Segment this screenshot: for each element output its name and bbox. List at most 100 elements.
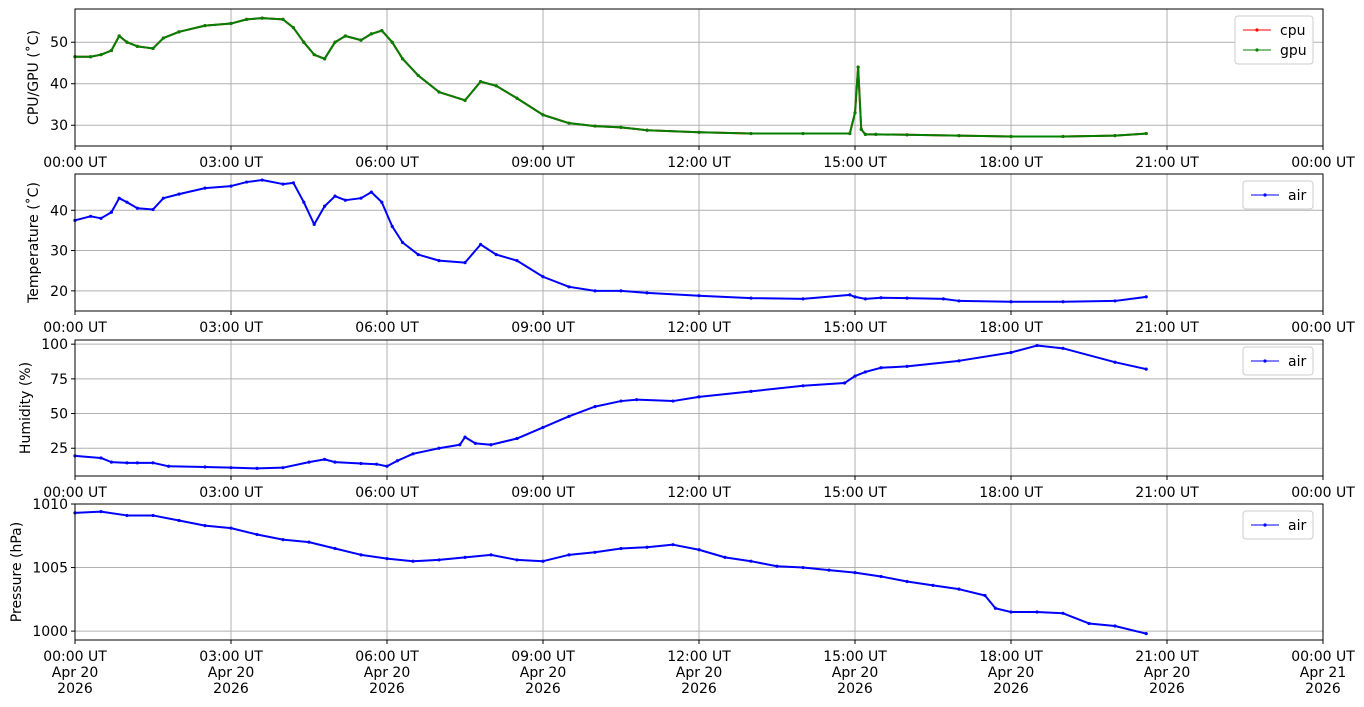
data-point-air bbox=[437, 446, 441, 450]
x-tick-time: 09:00 UT bbox=[511, 485, 575, 501]
data-point-air bbox=[635, 398, 639, 402]
data-point-air bbox=[117, 196, 121, 200]
data-point-air bbox=[161, 196, 165, 200]
data-point-air bbox=[333, 546, 337, 551]
x-tick-time: 12:00 UT bbox=[667, 320, 731, 336]
data-point-air bbox=[593, 289, 597, 293]
data-point-gpu bbox=[390, 40, 394, 44]
data-point-air bbox=[749, 559, 753, 563]
data-point-air bbox=[255, 532, 259, 537]
data-point-air bbox=[411, 452, 415, 456]
x-tick-day: Apr 20 bbox=[676, 665, 722, 681]
data-point-gpu bbox=[177, 30, 181, 34]
x-tick-time: 21:00 UT bbox=[1135, 155, 1199, 171]
data-point-air bbox=[99, 510, 103, 514]
x-tick-label: 21:00 UT Apr 20 2026 bbox=[1135, 649, 1199, 697]
data-point-gpu bbox=[245, 17, 249, 21]
data-point-gpu bbox=[645, 128, 649, 132]
data-point-air bbox=[593, 550, 597, 554]
x-tick-time: 12:00 UT bbox=[667, 649, 731, 665]
x-tick-label: 06:00 UT bbox=[355, 320, 419, 336]
x-tick-time: 12:00 UT bbox=[667, 155, 731, 171]
data-point-air bbox=[333, 460, 337, 464]
data-point-air bbox=[369, 190, 373, 194]
data-point-air bbox=[1061, 346, 1065, 350]
x-tick-time: 15:00 UT bbox=[823, 155, 887, 171]
legend-box bbox=[1234, 15, 1314, 65]
x-tick-time: 00:00 UT bbox=[1291, 320, 1355, 336]
legend-marker-air bbox=[1263, 523, 1267, 527]
x-tick-day: Apr 20 bbox=[520, 665, 566, 681]
data-point-gpu bbox=[161, 36, 165, 40]
x-tick-day: Apr 20 bbox=[364, 665, 410, 681]
x-tick-time: 06:00 UT bbox=[355, 155, 419, 171]
data-point-gpu bbox=[905, 133, 909, 137]
legend-marker-air bbox=[1263, 359, 1267, 363]
data-point-air bbox=[749, 389, 753, 393]
data-point-air bbox=[458, 443, 462, 447]
x-tick-label: 00:00 UT Apr 20 2026 bbox=[43, 649, 107, 697]
data-point-gpu bbox=[323, 57, 327, 61]
data-point-gpu bbox=[957, 134, 961, 138]
x-tick-label: 15:00 UT bbox=[823, 155, 887, 171]
x-tick-label: 21:00 UT bbox=[1135, 320, 1199, 336]
data-point-air bbox=[125, 513, 129, 518]
data-point-air bbox=[1009, 610, 1013, 614]
x-tick-label: 09:00 UT bbox=[511, 320, 575, 336]
x-tick-time: 00:00 UT bbox=[43, 649, 107, 665]
x-tick-label: 12:00 UT Apr 20 2026 bbox=[667, 649, 731, 697]
data-point-air bbox=[749, 296, 753, 300]
data-point-air bbox=[307, 540, 311, 544]
x-tick-time: 09:00 UT bbox=[511, 155, 575, 171]
y-tick-label: 1000 bbox=[32, 624, 68, 640]
data-point-air bbox=[1113, 299, 1117, 303]
y-tick-label: 100 bbox=[41, 337, 68, 353]
x-tick-time: 18:00 UT bbox=[979, 320, 1043, 336]
data-point-air bbox=[323, 204, 327, 208]
data-point-gpu bbox=[416, 73, 420, 78]
data-point-air bbox=[177, 192, 181, 196]
x-tick-time: 18:00 UT bbox=[979, 485, 1043, 501]
x-tick-label: 06:00 UT Apr 20 2026 bbox=[355, 649, 419, 697]
data-point-air bbox=[541, 425, 545, 430]
x-tick-time: 18:00 UT bbox=[979, 649, 1043, 665]
data-point-air bbox=[671, 399, 675, 403]
data-point-air bbox=[697, 395, 701, 399]
data-point-gpu bbox=[401, 57, 405, 61]
data-point-air bbox=[343, 198, 347, 202]
data-point-air bbox=[983, 593, 987, 598]
chart-panel-3: 00:00 UT 03:00 UT 06:00 UT 09:00 UT 12:00 UT… bbox=[18, 337, 1355, 501]
data-point-air bbox=[323, 457, 327, 461]
x-tick-day: Apr 20 bbox=[988, 665, 1034, 681]
data-point-air bbox=[801, 384, 805, 388]
data-point-gpu bbox=[853, 111, 857, 115]
data-point-gpu bbox=[343, 34, 347, 38]
x-tick-time: 12:00 UT bbox=[667, 485, 731, 501]
data-point-gpu bbox=[749, 131, 753, 136]
data-point-gpu bbox=[229, 21, 233, 26]
data-point-air bbox=[1061, 300, 1065, 304]
y-tick-label: 20 bbox=[50, 284, 68, 300]
x-tick-label: 00:00 UT bbox=[43, 320, 107, 336]
y-tick-label: 75 bbox=[50, 372, 68, 388]
data-point-air bbox=[89, 214, 93, 218]
x-tick-year: 2026 bbox=[525, 681, 561, 697]
data-point-gpu bbox=[567, 121, 571, 125]
x-tick-label: 00:00 UT bbox=[43, 485, 107, 501]
y-axis-label: CPU/GPU (˚C) bbox=[25, 30, 42, 125]
data-point-air bbox=[863, 297, 868, 301]
data-point-gpu bbox=[333, 40, 337, 44]
plot-frame bbox=[74, 173, 1324, 312]
data-point-gpu bbox=[89, 55, 93, 59]
data-point-air bbox=[619, 289, 623, 293]
data-point-air bbox=[359, 461, 363, 466]
x-tick-label: 12:00 UT bbox=[667, 155, 731, 171]
data-point-air bbox=[463, 555, 467, 559]
legend-label-air: air bbox=[1288, 354, 1306, 370]
x-tick-time: 15:00 UT bbox=[823, 649, 887, 665]
data-point-gpu bbox=[291, 26, 295, 30]
data-point-air bbox=[359, 553, 363, 557]
x-tick-label: 21:00 UT bbox=[1135, 485, 1199, 501]
y-tick-label: 25 bbox=[50, 441, 68, 457]
